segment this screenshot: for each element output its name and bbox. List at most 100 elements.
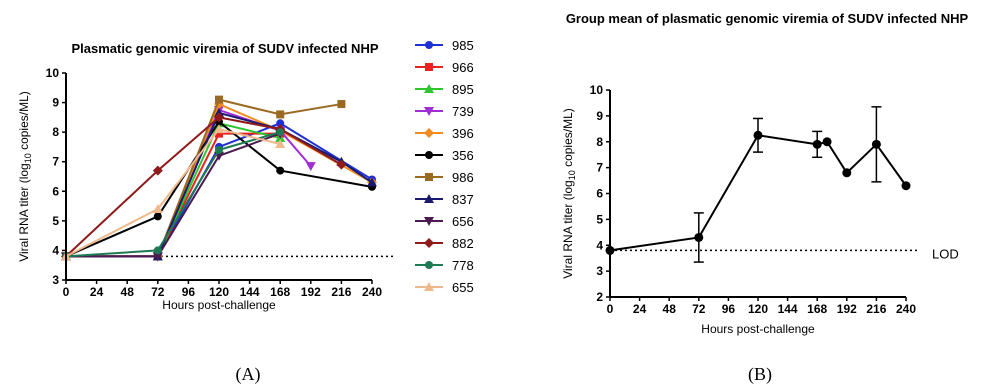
data-point (214, 112, 224, 123)
data-point (275, 138, 286, 148)
series-line (66, 132, 281, 258)
x-tick-label: 72 (151, 285, 165, 299)
data-point (153, 246, 162, 255)
x-tick-label: 120 (209, 285, 229, 299)
legend-marker (424, 217, 434, 226)
x-tick-label: 192 (301, 285, 321, 299)
y-tick-label: 8 (596, 135, 603, 149)
legend-marker (424, 194, 434, 203)
y-tick-label: 5 (596, 212, 603, 226)
chart-panel-b: Group mean of plasmatic genomic viremia … (561, 11, 969, 385)
data-point (842, 168, 852, 178)
x-tick-label: 48 (121, 285, 135, 299)
legend-marker (424, 84, 434, 93)
panel-label: (A) (236, 364, 261, 385)
x-tick-label: 0 (63, 285, 70, 299)
x-tick-label: 24 (90, 285, 104, 299)
x-tick-label: 144 (240, 285, 260, 299)
x-tick-label: 240 (896, 302, 916, 316)
series-line (65, 120, 373, 258)
x-tick-label: 72 (692, 302, 706, 316)
legend-label: 356 (452, 148, 474, 163)
x-tick-label: 240 (362, 285, 382, 299)
y-tick-label: 4 (52, 243, 59, 257)
y-tick-label: 2 (596, 290, 603, 304)
x-tick-label: 96 (722, 302, 736, 316)
data-point (822, 137, 832, 147)
lod-label: LOD (932, 246, 959, 261)
data-point (753, 130, 763, 140)
chart-title: Plasmatic genomic viremia of SUDV infect… (71, 41, 378, 56)
data-point (215, 95, 223, 104)
data-point (215, 129, 223, 138)
series-line (609, 134, 907, 252)
x-tick-label: 168 (270, 285, 290, 299)
x-tick-label: 216 (866, 302, 886, 316)
series-line (65, 131, 281, 258)
x-axis-label: Hours post-challenge (701, 322, 815, 336)
y-tick-label: 6 (52, 184, 59, 198)
legend-marker (424, 238, 434, 248)
legend-marker (425, 261, 433, 269)
data-point (276, 166, 285, 175)
data-point (337, 100, 346, 109)
legend-marker (425, 173, 433, 181)
legend-label: 837 (452, 192, 474, 207)
data-point (276, 128, 285, 137)
data-point (214, 124, 224, 134)
y-tick-label: 10 (46, 66, 60, 80)
data-point (276, 110, 285, 119)
legend-label: 895 (452, 82, 474, 97)
legend-label: 739 (452, 104, 474, 119)
data-point (305, 162, 316, 172)
y-tick-label: 5 (52, 214, 59, 228)
legend-label: 778 (452, 258, 474, 273)
x-tick-label: 120 (748, 302, 768, 316)
data-point (152, 204, 163, 214)
y-axis-label: Viral RNA titer (log10 copies/ML) (17, 91, 33, 262)
x-tick-label: 96 (182, 285, 196, 299)
legend-label: 655 (452, 280, 474, 295)
data-point (153, 212, 162, 221)
legend-marker (425, 41, 433, 49)
x-tick-label: 24 (633, 302, 647, 316)
legend-label: 396 (452, 126, 474, 141)
x-tick-label: 168 (807, 302, 827, 316)
chart-panel-a: Plasmatic genomic viremia of SUDV infect… (17, 38, 474, 385)
legend-label: 985 (452, 38, 474, 53)
legend-marker (424, 107, 434, 116)
data-point (812, 139, 822, 149)
y-tick-label: 3 (52, 273, 59, 287)
series-line (66, 98, 342, 258)
legend-marker (425, 151, 433, 159)
y-tick-label: 8 (52, 125, 59, 139)
data-point (336, 159, 347, 170)
data-point (694, 232, 704, 242)
legend-label: 966 (452, 60, 474, 75)
data-point (276, 119, 285, 128)
legend-marker (424, 282, 434, 291)
y-tick-label: 6 (596, 187, 603, 201)
legend-label: 882 (452, 236, 474, 251)
y-tick-label: 4 (596, 238, 603, 252)
x-tick-label: 48 (663, 302, 677, 316)
series-line (65, 128, 281, 258)
x-tick-label: 192 (837, 302, 857, 316)
legend-marker (425, 63, 433, 71)
legend-marker (424, 128, 434, 138)
y-tick-label: 3 (596, 264, 603, 278)
y-axis-label: Viral RNA titer (log10 copies/ML) (561, 108, 577, 279)
y-tick-label: 7 (52, 155, 59, 169)
data-point (871, 139, 881, 149)
x-axis-label: Hours post-challenge (162, 298, 276, 312)
x-tick-label: 216 (331, 285, 351, 299)
data-point (152, 165, 163, 176)
y-tick-label: 9 (596, 109, 603, 123)
y-tick-label: 10 (590, 83, 604, 97)
x-tick-label: 144 (778, 302, 798, 316)
legend-label: 986 (452, 170, 474, 185)
data-point (152, 252, 163, 262)
series-line (66, 132, 281, 258)
legend-label: 656 (452, 214, 474, 229)
